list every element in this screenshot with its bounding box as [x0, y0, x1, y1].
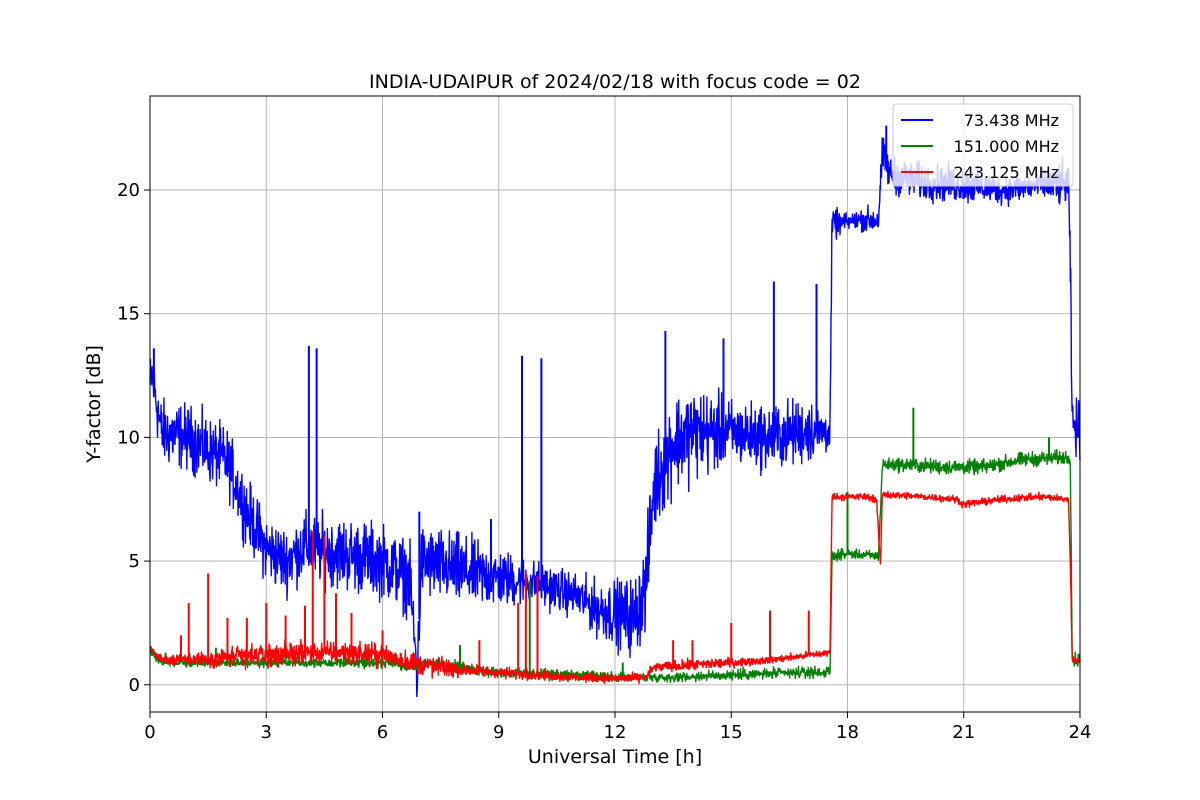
plot-area: [149, 125, 1081, 698]
legend: 73.438 MHz 151.000 MHz 243.125 MHz: [892, 103, 1074, 187]
x-tick-label: 3: [261, 722, 272, 743]
x-tick-label: 21: [952, 722, 975, 743]
series-line-3: [149, 490, 1081, 685]
x-tick-label: 18: [836, 722, 859, 743]
x-tick-label: 6: [377, 722, 388, 743]
y-tick-label: 20: [117, 180, 140, 201]
x-tick-label: 12: [604, 722, 627, 743]
y-tick-label: 10: [117, 427, 140, 448]
x-tick-label: 15: [720, 722, 743, 743]
x-axis-label: Universal Time [h]: [528, 746, 702, 768]
legend-label: 243.125 MHz: [954, 163, 1059, 182]
ticks: 0 3 6 9 12 15 18 21 24 0 5 10 15 20: [117, 180, 1091, 743]
x-tick-label: 0: [144, 722, 155, 743]
chart-title: INDIA-UDAIPUR of 2024/02/18 with focus c…: [369, 71, 861, 93]
legend-label: 73.438 MHz: [964, 111, 1059, 130]
x-tick-label: 24: [1069, 722, 1092, 743]
y-tick-label: 15: [117, 304, 140, 325]
legend-label: 151.000 MHz: [954, 137, 1059, 156]
y-tick-label: 0: [129, 675, 140, 696]
y-tick-label: 5: [129, 551, 140, 572]
legend-box: [892, 103, 1074, 187]
y-axis-label: Y-factor [dB]: [83, 345, 105, 464]
x-tick-label: 9: [493, 722, 504, 743]
